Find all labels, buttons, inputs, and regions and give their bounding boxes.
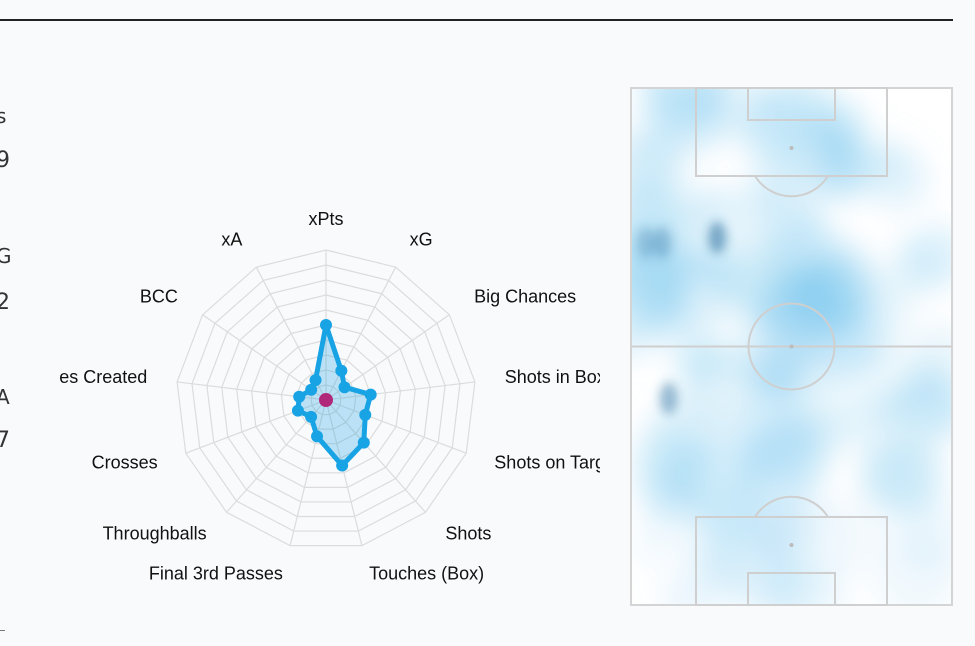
heat-hotspot xyxy=(637,226,656,259)
pitch-markings xyxy=(630,87,953,606)
top-divider xyxy=(0,19,953,21)
radar-axis-labels: xPts xG Big Chances Shots in Box Shots on Ta… xyxy=(60,209,600,584)
clipped-stat-label-2: G xyxy=(0,244,12,268)
radar-point xyxy=(305,410,318,423)
heat-blob xyxy=(693,244,745,296)
radar-spoke xyxy=(325,399,426,513)
radar-spoke xyxy=(325,381,475,401)
heat-blob xyxy=(889,238,945,294)
radar-point xyxy=(357,436,370,449)
radar-ring xyxy=(236,309,416,488)
heat-hotspot xyxy=(653,226,672,259)
heat-blob xyxy=(770,546,831,604)
heat-blob xyxy=(697,477,765,545)
radar-spoke xyxy=(289,399,327,546)
heat-blob xyxy=(728,393,811,477)
heat-blob xyxy=(640,89,728,133)
heat-blob xyxy=(632,317,653,362)
radar-axis-label: Shots on Targe xyxy=(494,453,600,473)
radar-axis-label: xA xyxy=(221,229,242,249)
radar-ring xyxy=(206,279,446,518)
heat-blob xyxy=(861,434,947,519)
heat-hotspot xyxy=(708,221,727,254)
centre-circle xyxy=(747,302,836,391)
heat-blob xyxy=(790,236,877,323)
radar-axis-label: Throughballs xyxy=(103,523,207,543)
radar-chart: xPts xG Big Chances Shots in Box Shots on Ta… xyxy=(60,209,600,584)
heat-blob xyxy=(632,520,679,568)
top-penalty-spot xyxy=(789,146,794,150)
radar-point xyxy=(338,381,351,394)
radar-axis-label: Shots in Box xyxy=(505,367,600,387)
heat-blob xyxy=(866,148,930,211)
radar-point xyxy=(320,319,332,331)
radar-point xyxy=(335,364,348,377)
bottom-penalty-arc xyxy=(754,495,829,518)
radar-ring xyxy=(265,339,387,459)
heat-blob xyxy=(784,123,860,199)
top-six-yard-box xyxy=(747,87,836,121)
radar-point xyxy=(336,459,349,472)
radar-axis-label: BCC xyxy=(140,286,178,306)
heat-blob xyxy=(681,331,736,385)
radar-spoke xyxy=(325,399,467,454)
radar-spoke xyxy=(325,266,397,401)
heat-hotspot xyxy=(659,382,678,415)
radar-spoke xyxy=(325,399,363,546)
bottom-tick xyxy=(0,630,5,631)
heat-blob xyxy=(632,419,717,506)
clipped-stat-label-3: A xyxy=(0,385,10,409)
radar-series xyxy=(291,319,377,472)
radar-point xyxy=(305,383,318,396)
radar-axis-label: Crosses xyxy=(92,453,158,473)
pitch-heatmap xyxy=(630,87,953,606)
radar-point xyxy=(309,374,322,387)
radar-ring xyxy=(250,324,402,474)
top-penalty-arc xyxy=(754,175,829,198)
bottom-penalty-spot xyxy=(789,543,794,547)
clipped-stat-label-1: s xyxy=(0,104,7,128)
radar-point xyxy=(311,430,324,443)
radar-axis-label: Chances Created xyxy=(60,367,147,387)
radar-axis-label: xPts xyxy=(308,209,343,229)
pitch-heatmap-svg xyxy=(630,87,953,606)
radar-ring xyxy=(295,369,357,430)
radar-point xyxy=(364,388,377,401)
radar-axis-label: Final 3rd Passes xyxy=(149,564,283,584)
radar-axis-label: Shots xyxy=(445,523,491,543)
heat-blob xyxy=(779,350,841,412)
radar-ring xyxy=(176,249,476,547)
heat-blob xyxy=(873,536,951,604)
clipped-stat-value-3: 7 xyxy=(0,428,10,453)
heat-blob xyxy=(911,373,951,433)
centre-spot xyxy=(789,344,794,349)
heat-blob xyxy=(869,382,917,429)
radar-point xyxy=(291,404,304,417)
heat-blob xyxy=(632,132,686,191)
radar-spoke xyxy=(202,314,327,401)
heat-hotspots xyxy=(637,221,727,415)
radar-ring xyxy=(221,294,431,503)
clipped-stat-value-2: 2 xyxy=(0,290,10,315)
radar-axis-label: xG xyxy=(410,229,433,249)
clipped-stat-value-1: 9 xyxy=(0,148,10,173)
bottom-six-yard-box xyxy=(747,572,836,606)
radar-center-marker xyxy=(319,393,333,407)
heat-blob xyxy=(751,511,800,560)
radar-grid xyxy=(176,249,476,547)
radar-point xyxy=(359,408,372,421)
radar-axis-label: Touches (Box) xyxy=(369,564,484,584)
radar-point xyxy=(293,390,306,403)
heat-blobs xyxy=(632,89,951,604)
radar-axis-label: Big Chances xyxy=(474,286,576,306)
radar-ring xyxy=(191,264,461,532)
